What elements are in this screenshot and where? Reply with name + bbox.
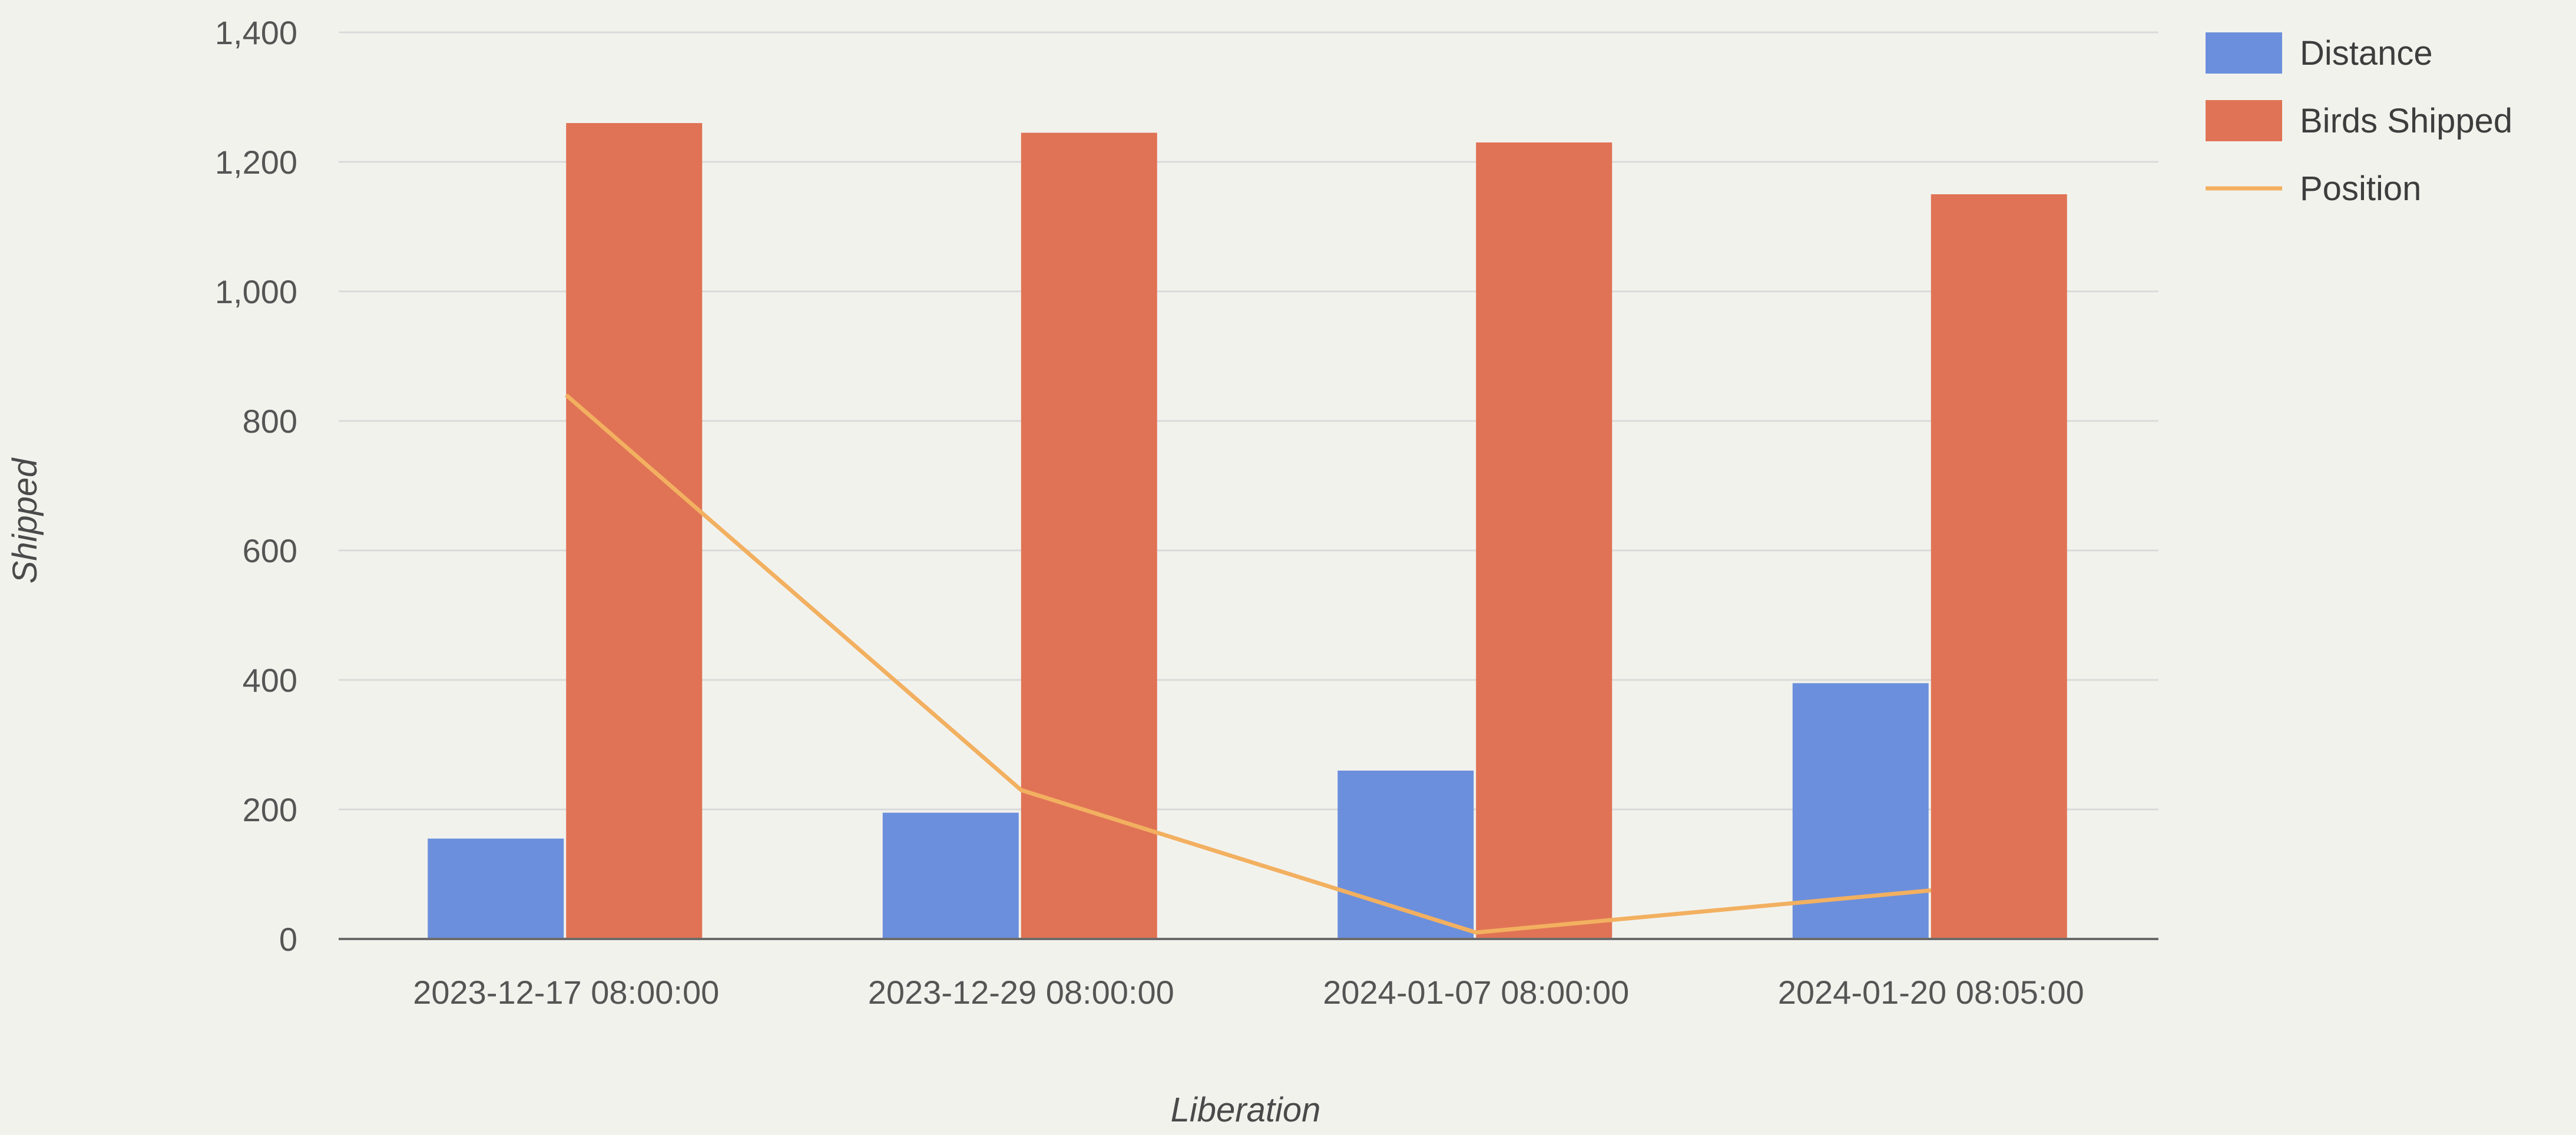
legend-swatch-birds-shipped — [2206, 100, 2282, 141]
position-line — [564, 393, 1932, 935]
bars — [428, 123, 2067, 939]
y-tick-label: 1,000 — [215, 273, 297, 310]
legend-label: Distance — [2300, 34, 2433, 72]
y-tick-label: 600 — [243, 532, 297, 569]
bar-birds-shipped — [1476, 142, 1613, 939]
bar-distance — [882, 812, 1019, 939]
legend: Distance Birds Shipped Position — [2206, 32, 2512, 208]
x-tick-label: 2023-12-17 08:00:00 — [413, 974, 719, 1011]
bar-birds-shipped — [566, 123, 703, 939]
legend-label: Position — [2300, 170, 2421, 208]
y-tick-label: 400 — [243, 662, 297, 699]
y-tick-label: 1,400 — [215, 14, 297, 51]
legend-swatch-distance — [2206, 32, 2282, 74]
bar-birds-shipped — [1931, 194, 2067, 939]
position-line-layer — [564, 393, 1932, 935]
y-tick-label: 800 — [243, 403, 297, 440]
x-tick-label: 2024-01-20 08:05:00 — [1778, 974, 2084, 1011]
bar-distance — [1337, 771, 1474, 939]
bar-distance — [428, 838, 564, 939]
y-tick-label: 0 — [279, 921, 297, 958]
x-tick-label: 2024-01-07 08:00:00 — [1323, 974, 1629, 1011]
y-tick-label: 200 — [243, 791, 297, 828]
x-axis-tick-labels: 2023-12-17 08:00:00 2023-12-29 08:00:00 20… — [413, 974, 2084, 1011]
y-axis-title: Shipped — [6, 457, 44, 584]
y-axis-tick-labels: 0 200 400 600 800 1,000 1,200 1,400 — [215, 14, 297, 958]
y-tick-label: 1,200 — [215, 144, 297, 181]
x-tick-label: 2023-12-29 08:00:00 — [868, 974, 1174, 1011]
x-axis-title: Liberation — [1171, 1091, 1321, 1129]
legend-label: Birds Shipped — [2300, 102, 2512, 140]
bar-birds-shipped — [1021, 132, 1157, 939]
